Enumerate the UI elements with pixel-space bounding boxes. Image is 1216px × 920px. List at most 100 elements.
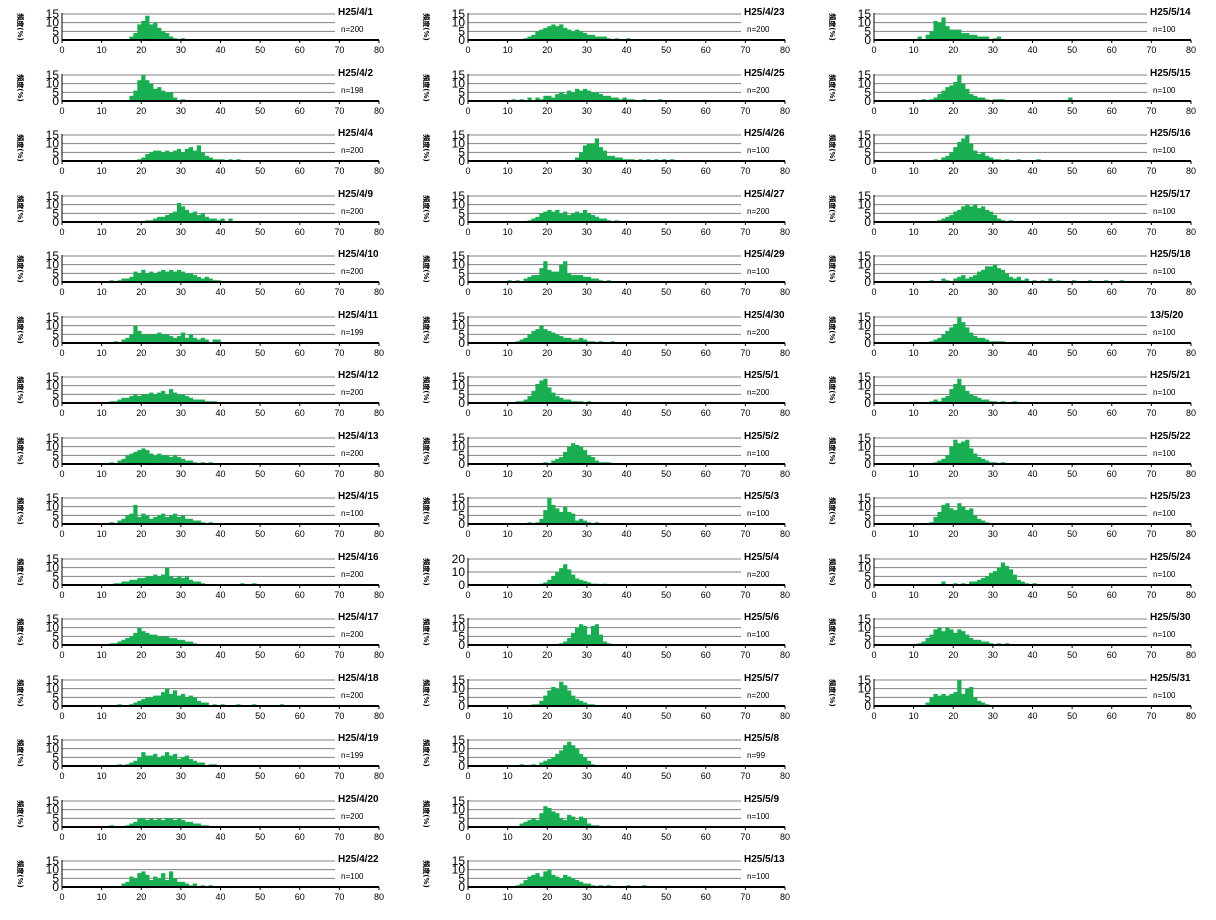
sample-size-label: n=200 (747, 328, 770, 337)
histogram-bar (543, 211, 548, 222)
x-tick-label: 20 (542, 590, 552, 600)
x-tick-label: 20 (542, 529, 552, 539)
x-tick-label: 70 (740, 711, 750, 721)
x-tick-label: 20 (542, 348, 552, 358)
histogram-bar (180, 271, 186, 282)
histogram-bar (945, 503, 950, 524)
x-tick-label: 10 (909, 45, 919, 55)
histogram-bar (184, 209, 190, 222)
histogram-bar (539, 29, 544, 40)
panel-title: H25/5/22 (1150, 431, 1191, 442)
histogram-bar (559, 750, 564, 766)
y-tick-label: 15 (46, 7, 60, 21)
histogram-bar (571, 745, 576, 766)
histogram-bar (949, 693, 954, 706)
histogram-bar (153, 634, 158, 645)
x-tick-label: 20 (136, 771, 146, 781)
histogram-bar (543, 510, 548, 524)
histogram-bar (578, 31, 584, 40)
histogram-panel: 0 10 20 30 40 50 60 70 80 0 5 10 15 頻度(%) H25/5/14 n=10… (818, 6, 1213, 64)
x-tick-label: 40 (215, 469, 225, 479)
histogram-svg: 0 10 20 30 40 50 60 70 80051015頻度(%)H25/4/16n=20… (16, 552, 384, 600)
panel-title: H25/4/4 (338, 128, 373, 139)
panel-title: H25/5/4 (744, 552, 779, 563)
y-tick-label: 15 (452, 491, 466, 505)
histogram-bar (945, 396, 950, 403)
histogram-bar (180, 639, 186, 645)
histogram-bar (168, 871, 174, 887)
histogram-bar (984, 266, 990, 282)
histogram-bar (125, 581, 130, 585)
histogram-bar (196, 581, 201, 585)
histogram-bar (153, 454, 158, 464)
y-tick-label: 5 (52, 811, 59, 825)
histogram-bar (567, 638, 572, 645)
histogram-bar (602, 150, 607, 161)
histogram-bar (165, 752, 170, 766)
histogram-bar (519, 339, 524, 343)
sample-size-label: n=200 (747, 86, 770, 95)
histogram-bar (188, 333, 194, 343)
x-tick-label: 80 (374, 106, 384, 116)
y-axis-label: 頻度(%) (828, 497, 837, 524)
x-tick-label: 70 (334, 650, 344, 660)
histogram-bar (961, 506, 966, 524)
histogram-bar (180, 332, 186, 343)
x-tick-label: 40 (1027, 106, 1037, 116)
y-tick-label: 0 (52, 759, 59, 773)
x-tick-label: 50 (255, 45, 265, 55)
histogram-bar (539, 812, 544, 827)
x-tick-label: 60 (295, 590, 305, 600)
histogram-bar (149, 880, 154, 887)
histogram-bar (614, 97, 619, 101)
histogram-bar (157, 575, 162, 585)
x-tick-label: 80 (1186, 287, 1196, 297)
histogram-bar (137, 517, 142, 524)
histogram-bar (180, 394, 186, 403)
histogram-bar (531, 275, 536, 282)
histogram-bar (172, 753, 178, 766)
histogram-bar (184, 821, 190, 827)
x-tick-label: 60 (701, 650, 711, 660)
histogram-bar (973, 453, 978, 464)
histogram-bar (133, 394, 138, 403)
histogram-panel: 0 10 20 30 40 50 60 70 80 0 5 10 15 頻度(%) H25/4/4 n=200 (6, 127, 401, 185)
y-tick-label: 0 (52, 880, 59, 894)
histogram-bar (168, 456, 174, 464)
y-tick-label: 5 (52, 690, 59, 704)
histogram-bar (172, 150, 178, 161)
y-tick-label: 15 (858, 68, 872, 82)
histogram-bar (176, 335, 182, 343)
y-tick-label: 0 (52, 820, 59, 834)
x-tick-label: 70 (1146, 106, 1156, 116)
histogram-bar (571, 339, 576, 343)
histogram-bar (180, 819, 186, 827)
y-tick-label: 10 (46, 621, 60, 635)
histogram-bar (149, 634, 154, 645)
x-tick-label: 50 (661, 650, 671, 660)
histogram-bar (149, 453, 154, 464)
x-tick-label: 0 (871, 469, 876, 479)
histogram-bar (590, 91, 596, 101)
histogram-bar (543, 378, 548, 403)
x-tick-label: 30 (176, 590, 186, 600)
y-tick-label: 10 (858, 16, 872, 30)
y-tick-label: 5 (458, 266, 465, 280)
x-tick-label: 10 (909, 711, 919, 721)
y-axis-label: 頻度(%) (422, 679, 431, 706)
x-tick-label: 50 (661, 832, 671, 842)
x-tick-label: 80 (374, 711, 384, 721)
histogram-bar (969, 447, 974, 464)
histogram-bar (559, 335, 564, 343)
histogram-svg: 0 10 20 30 40 50 60 70 80051015頻度(%)H25/5/31n=10… (828, 673, 1196, 721)
x-tick-label: 50 (661, 771, 671, 781)
histogram-bar (582, 757, 588, 766)
histogram-bar (594, 216, 600, 222)
x-tick-label: 60 (701, 469, 711, 479)
y-tick-label: 0 (864, 275, 871, 289)
y-tick-label: 10 (452, 565, 466, 579)
x-tick-label: 10 (909, 650, 919, 660)
x-tick-label: 30 (988, 45, 998, 55)
